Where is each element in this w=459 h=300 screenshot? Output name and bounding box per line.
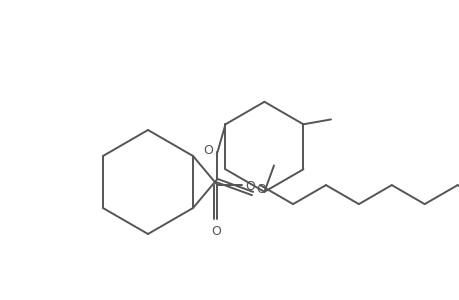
Text: O: O [256,183,265,196]
Text: O: O [245,180,255,193]
Text: O: O [211,225,221,238]
Text: O: O [203,144,213,157]
